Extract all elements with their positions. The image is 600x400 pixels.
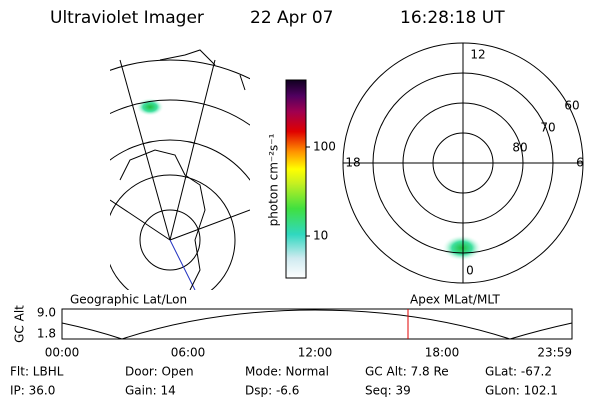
info-field: Flt: LBHL [10, 365, 64, 379]
orbit-x-tick: 18:00 [425, 346, 460, 360]
info-panel: Flt: LBHL Door: Open Mode: Normal GC Alt: 7… [10, 365, 558, 398]
mlt-label: 18 [345, 156, 360, 170]
orbit-curve [61, 309, 573, 340]
info-field: Dsp: -6.6 [245, 384, 299, 398]
info-field: GLat: -67.2 [485, 365, 552, 379]
info-field: Door: Open [125, 365, 194, 379]
orbit-y-tick: 1.8 [37, 327, 56, 341]
time: 16:28:18 UT [400, 8, 505, 28]
orbit-x-tick: 00:00 [45, 346, 80, 360]
orbit-x-tick: 06:00 [171, 346, 206, 360]
instrument: Ultraviolet Imager [50, 8, 204, 28]
orbit-y-tick: 9.0 [37, 306, 56, 320]
mlt-label: 0 [466, 264, 474, 278]
orbit-y-label: GC Alt [13, 305, 27, 343]
lat-label: 70 [540, 121, 555, 135]
lat-label: 60 [564, 99, 579, 113]
info-field: GLon: 102.1 [485, 384, 558, 398]
colorbar-tick: 10 [313, 229, 328, 243]
orbit-right-label: Apex MLat/MLT [410, 293, 500, 307]
info-field: Mode: Normal [245, 365, 329, 379]
orbit-x-tick: 12:00 [298, 346, 333, 360]
colorbar-label: photon cm⁻²s⁻¹ [267, 133, 281, 226]
mlt-label: 12 [470, 48, 485, 62]
date: 22 Apr 07 [250, 8, 333, 28]
info-field: Gain: 14 [125, 384, 176, 398]
colorbar-tick: 100 [313, 140, 336, 154]
lat-label: 80 [512, 141, 527, 155]
info-field: GC Alt: 7.8 Re [365, 365, 449, 379]
mlt-label: 6 [576, 156, 584, 170]
colorbar [285, 79, 307, 279]
orbit-x-tick: 23:59 [537, 346, 572, 360]
geo-map [110, 49, 250, 290]
info-field: Seq: 39 [365, 384, 411, 398]
orbit-left-label: Geographic Lat/Lon [70, 293, 187, 307]
orbit-frame [61, 308, 573, 340]
info-field: IP: 36.0 [10, 384, 55, 398]
polar-plot [342, 42, 584, 284]
